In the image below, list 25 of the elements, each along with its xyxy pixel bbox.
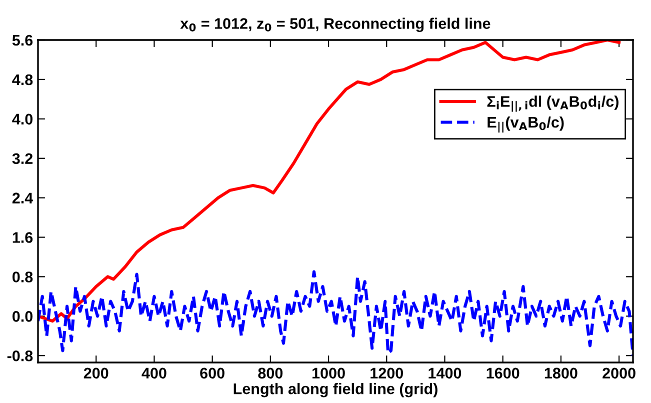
x-tick-label: 800 <box>258 368 283 379</box>
y-tick-label: 4.0 <box>12 114 33 125</box>
x-tick-label: 1000 <box>312 368 345 379</box>
line-series <box>38 40 621 323</box>
x-tick-label: 400 <box>142 368 166 379</box>
x-tick-label: 1800 <box>544 368 578 379</box>
x-tick-label: 1400 <box>428 368 462 379</box>
y-tick-label: -0.8 <box>7 350 33 362</box>
x-tick-label: 1200 <box>370 368 403 379</box>
x-tick-label: 2000 <box>602 368 636 379</box>
y-tick-label: 1.6 <box>12 232 33 243</box>
x-tick-label: 600 <box>200 368 224 379</box>
x-axis-title: Length along field line (grid) <box>234 382 438 398</box>
x-tick-label: 200 <box>84 368 108 379</box>
y-tick-label: 2.4 <box>12 192 34 204</box>
x-tick-label: 1600 <box>486 368 520 379</box>
legend-label: E$_{||}$(v$_{A}$B$_{0}$/c) <box>488 116 564 133</box>
y-tick-label: 4.8 <box>12 74 33 86</box>
text: Σ$_{i}$E$_{||,i}$dl (v$_{A}$B$_{0}$d$_{i}$/c) <box>487 96 618 112</box>
line-series <box>38 270 633 358</box>
y-tick-label: 0.8 <box>12 272 33 282</box>
y-tick-label: 5.6 <box>12 34 33 46</box>
chart-title: x$_{0}$ = 1012, z$_{0}$ = 501, Reconnecting field line <box>180 18 490 32</box>
y-tick-label: 0.0 <box>12 311 33 322</box>
y-tick-label: 3.2 <box>12 153 33 164</box>
